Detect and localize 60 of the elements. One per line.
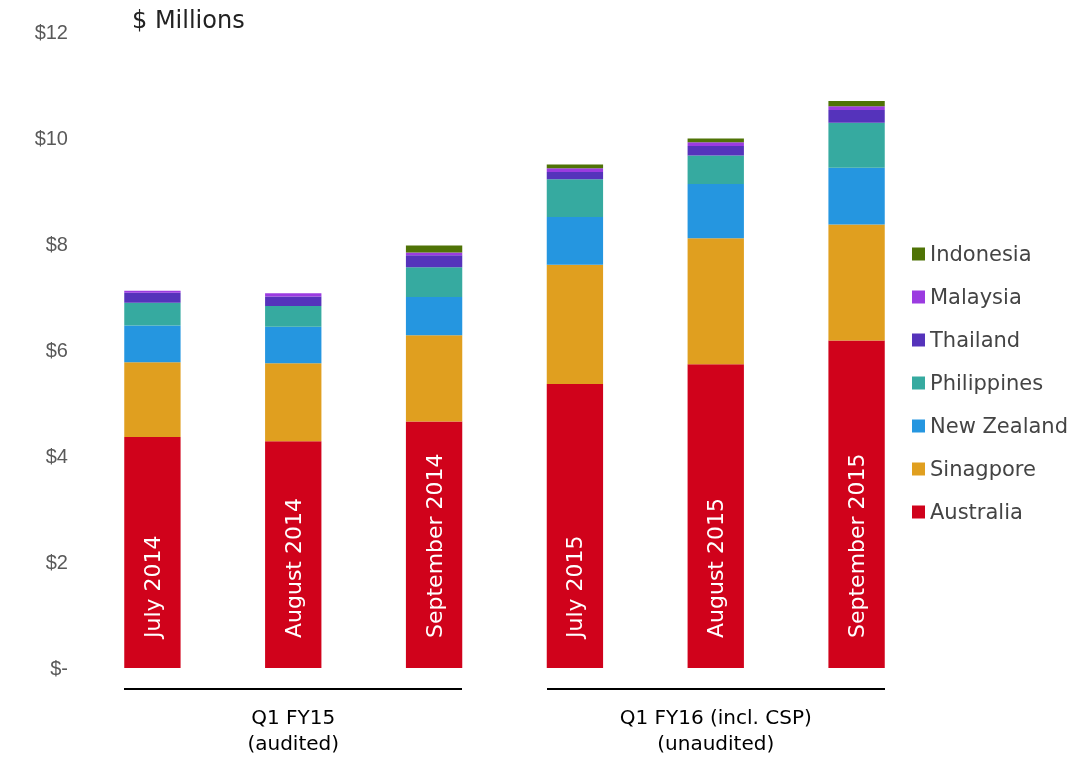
bar [828,106,885,110]
x-tick-label: September 2014 [421,453,447,638]
bar [828,167,885,225]
y-axis-title: $ Millions [132,6,245,34]
bar [265,296,322,307]
bar [124,302,181,326]
text: Q1 FY16 (incl. CSP) (unaudited) [546,688,885,756]
bar [687,145,744,156]
y-tick-label: $10 [34,127,68,149]
legend-label: Philippines [930,371,1044,395]
legend-label: Malaysia [930,285,1022,309]
bar [828,122,885,168]
bar [546,216,604,265]
bar [265,363,322,442]
bar [546,168,604,172]
y-tick-label: $2 [45,551,68,573]
bar [687,142,744,146]
y-tick-label: $- [50,657,68,679]
bar [828,100,885,107]
legend-label: Indonesia [930,242,1032,266]
x-tick-label: September 2015 [844,453,870,638]
x-tick-label: August 2014 [280,498,306,638]
legend-label: Australia [930,500,1023,524]
bar [405,335,463,422]
bar [405,267,463,297]
bar [687,238,744,365]
bar [828,340,885,668]
bar [546,171,604,180]
bar [124,325,181,363]
legend-label: Thailand [929,328,1021,352]
y-tick-label: $4 [45,445,68,467]
bar [828,109,885,123]
bar [124,292,181,303]
x-tick-label: August 2015 [703,498,729,638]
bar [265,306,322,327]
x-tick-label: July 2015 [562,535,588,640]
bar [687,155,744,185]
x-tick-label: July 2014 [139,535,165,640]
bar [687,364,744,668]
legend-label: New Zealand [930,414,1068,438]
bar [405,252,463,256]
bar [546,179,604,217]
bar [405,421,463,668]
legend-label: Sinagpore [930,457,1036,481]
bar [124,436,181,668]
bar [546,264,604,384]
text: Q1 FY15 (audited) [124,688,463,756]
y-tick-label: $12 [34,21,68,43]
bar [405,255,463,268]
bar [265,441,322,668]
bar [265,293,322,297]
bar [546,383,604,668]
bar [124,290,181,293]
bar [124,362,181,437]
y-tick-label: $8 [45,233,68,255]
bar [828,224,885,341]
bar [405,297,463,336]
y-tick-label: $6 [45,339,68,361]
bar [687,184,744,239]
bar [265,326,322,364]
